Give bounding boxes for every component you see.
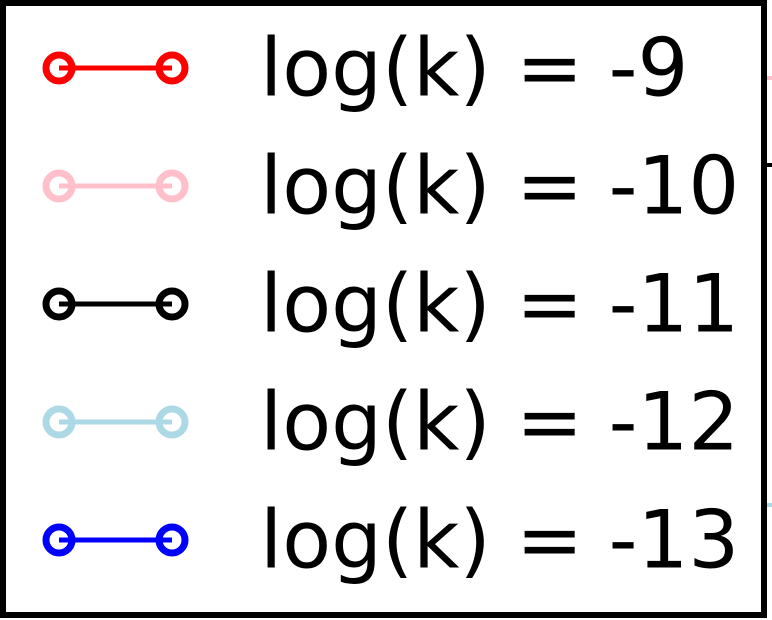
legend-marker-circle <box>42 51 76 85</box>
legend-entry: log(k) = -11 <box>42 258 739 351</box>
legend-label: log(k) = -12 <box>260 376 739 469</box>
legend-marker-circle <box>42 287 76 321</box>
legend-label: log(k) = -13 <box>260 494 739 587</box>
legend-entries: log(k) = -9 log(k) = -10 log(k) = -11 log(k… <box>42 22 739 587</box>
legend-marker-circle <box>155 287 189 321</box>
legend-entry: log(k) = -9 <box>42 22 688 115</box>
legend-marker-circle <box>155 51 189 85</box>
legend-entry: log(k) = -12 <box>42 376 739 469</box>
legend-marker-circle <box>42 169 76 203</box>
legend-marker-circle <box>155 169 189 203</box>
legend-label: log(k) = -11 <box>260 258 739 351</box>
legend-label: log(k) = -10 <box>260 140 739 233</box>
legend-entry: log(k) = -13 <box>42 494 739 587</box>
legend-marker-circle <box>42 523 76 557</box>
legend-label: log(k) = -9 <box>260 22 688 115</box>
legend-marker-circle <box>155 523 189 557</box>
legend-marker-circle <box>42 405 76 439</box>
legend-entry: log(k) = -10 <box>42 140 739 233</box>
legend-marker-circle <box>155 405 189 439</box>
